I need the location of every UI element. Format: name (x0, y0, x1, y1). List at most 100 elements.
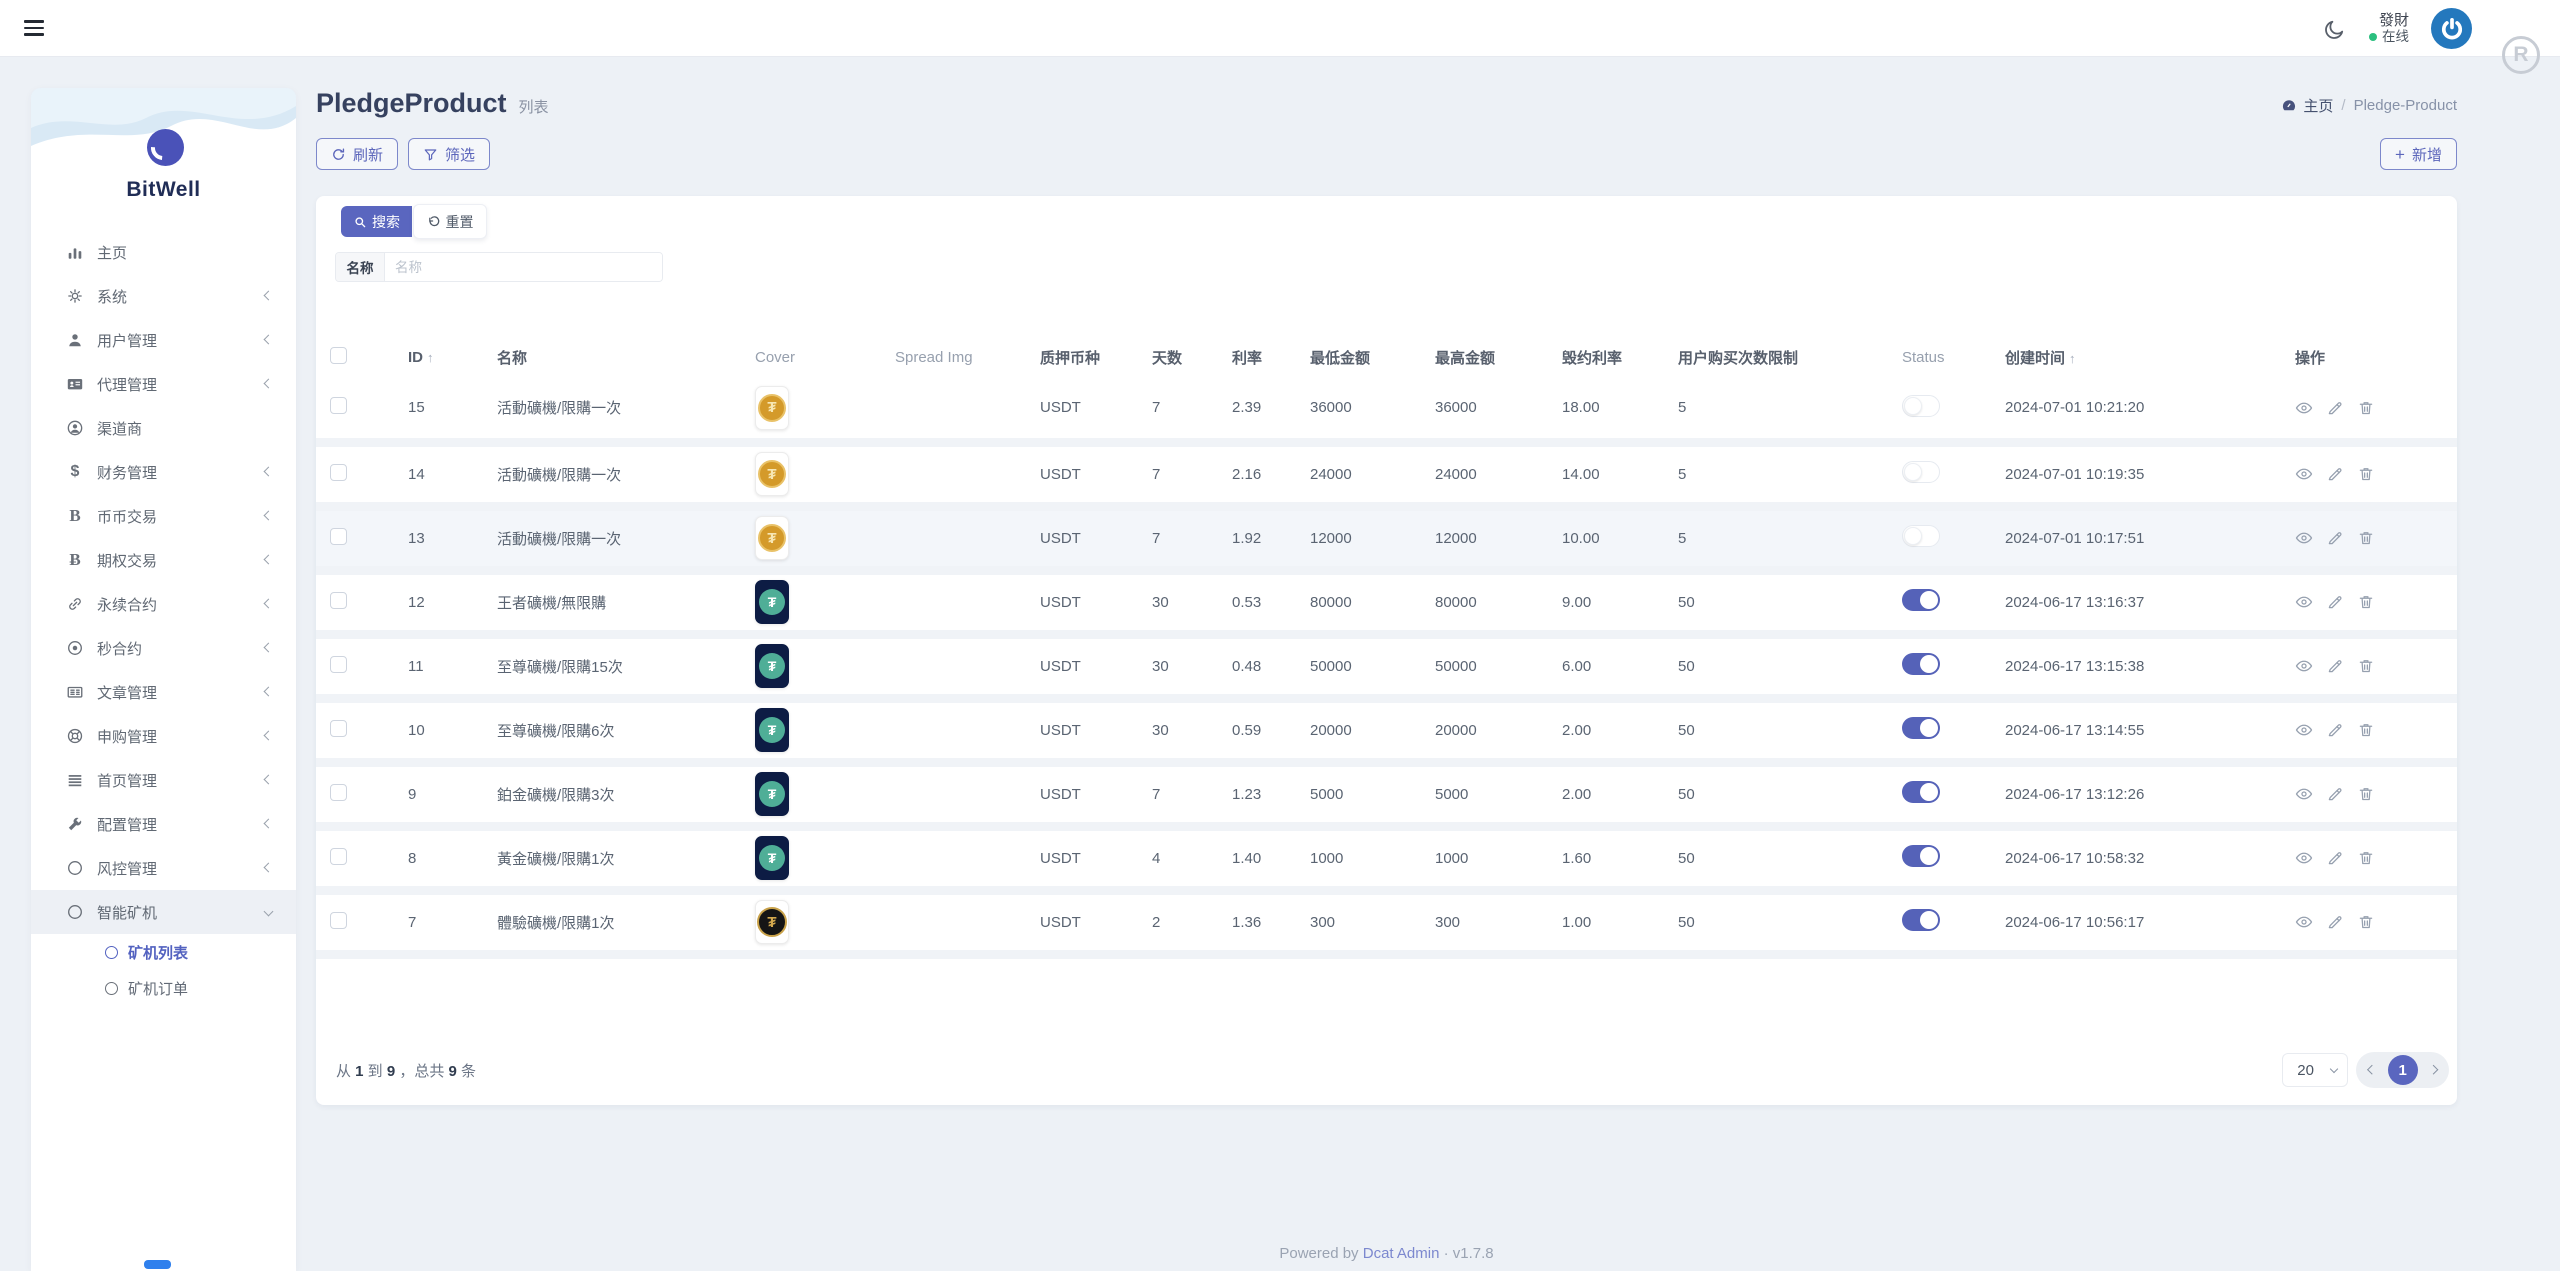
name-filter-input[interactable] (385, 253, 662, 281)
view-icon[interactable] (2295, 465, 2313, 483)
column-header-Status: Status (1902, 348, 1945, 366)
row-checkbox[interactable] (330, 463, 347, 481)
delete-icon[interactable] (2357, 721, 2375, 739)
search-button[interactable]: 搜索 (341, 206, 412, 237)
view-icon[interactable] (2295, 657, 2313, 675)
edit-icon[interactable] (2326, 785, 2344, 803)
row-checkbox[interactable] (330, 783, 347, 801)
row-checkbox[interactable] (330, 527, 347, 545)
view-icon[interactable] (2295, 785, 2313, 803)
edit-icon[interactable] (2326, 399, 2344, 417)
row-checkbox[interactable] (330, 397, 347, 415)
edit-icon[interactable] (2326, 721, 2344, 739)
cell-currency: USDT (1026, 826, 1138, 895)
next-page-button[interactable] (2428, 1064, 2439, 1076)
view-icon[interactable] (2295, 529, 2313, 547)
row-checkbox[interactable] (330, 655, 347, 673)
table-header-row: ID ↑ 名称 Cover Spread Img 质押币种 天数 利率 最低金额 最高金额 毁约利率… (316, 336, 2457, 378)
breadcrumb-home-link[interactable]: 主页 (2281, 95, 2333, 116)
select-all-checkbox[interactable] (330, 346, 347, 364)
scrollbar-thumb[interactable] (144, 1260, 171, 1269)
sidebar-item-16[interactable]: 智能矿机 (31, 890, 296, 934)
table-row-7: 7 體驗礦機/限購1次 ₮ USDT 2 1.36 300 300 1.00 5… (316, 890, 2457, 959)
sidebar-item-10[interactable]: 秒合约 (31, 626, 296, 670)
view-icon[interactable] (2295, 913, 2313, 931)
sidebar-item-11[interactable]: 文章管理 (31, 670, 296, 714)
sidebar-item-13[interactable]: 首页管理 (31, 758, 296, 802)
column-header-ID[interactable]: ID ↑ (408, 348, 434, 366)
sidebar-item-3[interactable]: 用户管理 (31, 318, 296, 362)
edit-icon[interactable] (2326, 849, 2344, 867)
sidebar-item-9[interactable]: 永续合约 (31, 582, 296, 626)
view-icon[interactable] (2295, 849, 2313, 867)
cell-days: 7 (1138, 442, 1218, 511)
sidebar-item-4[interactable]: 代理管理 (31, 362, 296, 406)
sidebar-item-14[interactable]: 配置管理 (31, 802, 296, 846)
status-toggle[interactable] (1902, 589, 1940, 611)
prev-page-button[interactable] (2366, 1064, 2378, 1076)
view-icon[interactable] (2295, 721, 2313, 739)
page-1-button[interactable]: 1 (2387, 1055, 2418, 1085)
add-button[interactable]: + 新增 (2380, 138, 2457, 170)
cell-status (1888, 698, 1991, 767)
delete-icon[interactable] (2357, 465, 2375, 483)
sidebar-item-1[interactable]: 主页 (31, 230, 296, 274)
reset-button[interactable]: 重置 (413, 204, 487, 239)
menu-toggle-icon[interactable] (24, 20, 46, 37)
edit-icon[interactable] (2326, 657, 2344, 675)
filter-button[interactable]: 筛选 (408, 138, 491, 170)
status-toggle[interactable] (1902, 653, 1940, 675)
row-checkbox[interactable] (330, 719, 347, 737)
sidebar-item-7[interactable]: B 币币交易 (31, 494, 296, 538)
user-avatar[interactable] (2431, 8, 2472, 49)
cell-purchase-limit: 50 (1664, 890, 1888, 959)
delete-icon[interactable] (2357, 399, 2375, 417)
per-page-value: 20 (2297, 1061, 2314, 1079)
cell-checkbox (316, 506, 394, 575)
delete-icon[interactable] (2357, 913, 2375, 931)
row-checkbox[interactable] (330, 591, 347, 609)
column-header-Cover: Cover (755, 348, 796, 366)
sidebar-item-15[interactable]: 风控管理 (31, 846, 296, 890)
user-status-label: 在线 (2382, 29, 2409, 45)
sidebar-subitem-2[interactable]: 矿机订单 (31, 970, 296, 1006)
status-toggle[interactable] (1902, 781, 1940, 803)
cell-actions (2281, 442, 2457, 511)
sidebar-item-5[interactable]: 渠道商 (31, 406, 296, 450)
sidebar-item-6[interactable]: $ 财务管理 (31, 450, 296, 494)
status-toggle[interactable] (1902, 525, 1940, 547)
view-icon[interactable] (2295, 593, 2313, 611)
link-icon (63, 595, 87, 613)
delete-icon[interactable] (2357, 529, 2375, 547)
row-checkbox[interactable] (330, 847, 347, 865)
delete-icon[interactable] (2357, 785, 2375, 803)
delete-icon[interactable] (2357, 593, 2375, 611)
status-toggle[interactable] (1902, 845, 1940, 867)
user-block[interactable]: 發財 在线 (2369, 12, 2409, 45)
refresh-button[interactable]: 刷新 (316, 138, 399, 170)
status-toggle[interactable] (1902, 717, 1940, 739)
status-toggle[interactable] (1902, 909, 1940, 931)
delete-icon[interactable] (2357, 657, 2375, 675)
sidebar-item-12[interactable]: 申购管理 (31, 714, 296, 758)
cell-status (1888, 634, 1991, 703)
dcat-admin-link[interactable]: Dcat Admin (1362, 1245, 1440, 1262)
delete-icon[interactable] (2357, 849, 2375, 867)
sidebar-item-2[interactable]: 系统 (31, 274, 296, 318)
dark-mode-moon-icon[interactable] (2323, 17, 2347, 41)
table-footer: 从 1 到 9 ，总共 9 条 20 1 (316, 1035, 2457, 1105)
edit-icon[interactable] (2326, 593, 2344, 611)
column-header-创建时间[interactable]: 创建时间 ↑ (2005, 349, 2076, 367)
edit-icon[interactable] (2326, 465, 2344, 483)
status-toggle[interactable] (1902, 461, 1940, 483)
sidebar-subitem-1[interactable]: 矿机列表 (31, 934, 296, 970)
circle-icon (63, 859, 87, 877)
sidebar-item-8[interactable]: Ƀ 期权交易 (31, 538, 296, 582)
per-page-select[interactable]: 20 (2282, 1053, 2349, 1087)
edit-icon[interactable] (2326, 913, 2344, 931)
status-toggle[interactable] (1902, 394, 1940, 417)
view-icon[interactable] (2295, 399, 2313, 417)
row-checkbox[interactable] (330, 911, 347, 929)
edit-icon[interactable] (2326, 529, 2344, 547)
id-card-icon (63, 375, 87, 393)
